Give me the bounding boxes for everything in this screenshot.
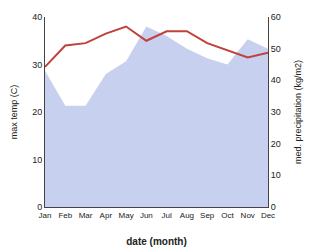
svg-text:Dec: Dec — [261, 211, 275, 220]
svg-text:40: 40 — [271, 75, 281, 85]
svg-text:Oct: Oct — [221, 211, 234, 220]
svg-text:Jul: Jul — [162, 211, 172, 220]
svg-text:10: 10 — [271, 170, 281, 180]
svg-text:0: 0 — [37, 202, 42, 212]
svg-text:50: 50 — [271, 44, 281, 54]
svg-text:30: 30 — [32, 60, 42, 70]
svg-text:Aug: Aug — [180, 211, 194, 220]
svg-text:med. precipitation (kg/m2): med. precipitation (kg/m2) — [293, 60, 303, 164]
svg-text:60: 60 — [271, 12, 281, 22]
svg-text:Mar: Mar — [79, 211, 93, 220]
svg-text:10: 10 — [32, 155, 42, 165]
svg-text:40: 40 — [32, 12, 42, 22]
svg-text:Feb: Feb — [58, 211, 72, 220]
svg-text:May: May — [119, 211, 134, 220]
svg-text:0: 0 — [271, 202, 276, 212]
svg-text:Apr: Apr — [100, 211, 113, 220]
svg-text:max temp (C): max temp (C) — [9, 85, 19, 140]
svg-text:20: 20 — [271, 139, 281, 149]
svg-text:30: 30 — [271, 107, 281, 117]
svg-text:Nov: Nov — [241, 211, 255, 220]
svg-text:20: 20 — [32, 107, 42, 117]
svg-text:Jan: Jan — [39, 211, 52, 220]
svg-text:date (month): date (month) — [126, 236, 187, 247]
svg-text:Sep: Sep — [200, 211, 215, 220]
svg-text:Jun: Jun — [140, 211, 153, 220]
